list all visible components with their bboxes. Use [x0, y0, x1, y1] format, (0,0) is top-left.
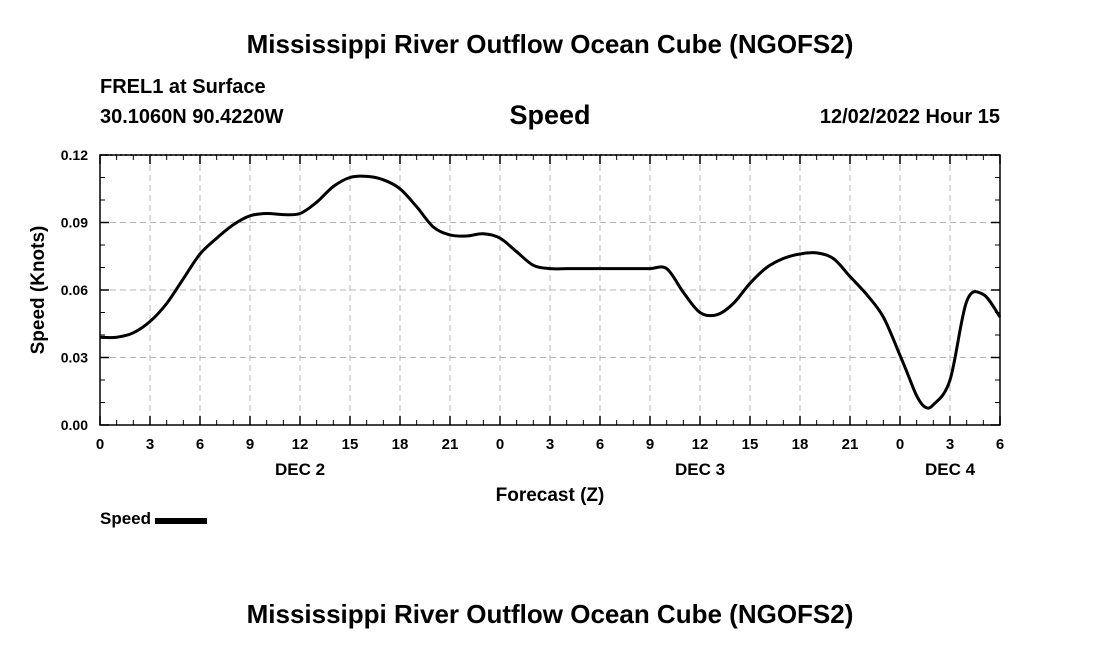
x-tick-label: 21 — [842, 436, 859, 453]
x-tick-label: 18 — [392, 436, 409, 453]
x-tick-label: 12 — [692, 436, 709, 453]
x-tick-label: 0 — [96, 436, 104, 453]
chart-title: Speed — [509, 100, 591, 130]
x-tick-label: 9 — [646, 436, 654, 453]
grid-lines — [100, 155, 1000, 425]
x-tick-label: 15 — [742, 436, 759, 453]
x-tick-label: 6 — [596, 436, 604, 453]
x-axis-title: Forecast (Z) — [496, 485, 605, 506]
station-label: FREL1 at Surface — [100, 76, 266, 98]
x-tick-label: 6 — [196, 436, 204, 453]
x-tick-label: 12 — [292, 436, 309, 453]
data-layer — [99, 174, 1002, 410]
x-tick-label: 0 — [896, 436, 904, 453]
station-coordinates: 30.1060N 90.4220W — [100, 106, 284, 128]
x-tick-label: 9 — [246, 436, 254, 453]
legend-swatch — [155, 517, 208, 524]
y-tick-label: 0.12 — [61, 147, 88, 163]
day-label: DEC 2 — [275, 460, 325, 479]
x-tick-label: 3 — [146, 436, 154, 453]
x-tick-label: 15 — [342, 436, 359, 453]
y-tick-label: 0.06 — [61, 282, 88, 298]
y-axis-title: Speed (Knots) — [28, 226, 49, 355]
y-tick-label: 0.00 — [61, 417, 88, 433]
day-label: DEC 4 — [925, 460, 976, 479]
forecast-timestamp: 12/02/2022 Hour 15 — [819, 106, 1000, 128]
page-title: Mississippi River Outflow Ocean Cube (NG… — [246, 29, 854, 59]
axis-ticks — [99, 154, 1001, 426]
series-line-speed — [99, 174, 1002, 410]
x-tick-label: 18 — [792, 436, 809, 453]
y-tick-label: 0.09 — [61, 215, 88, 231]
footer-title: Mississippi River Outflow Ocean Cube (NG… — [246, 599, 854, 629]
axis-labels: 0 3 6 9 12 15 18 21 0 3 6 9 12 15 18 21 0 3 6 0.00 0.03 0.06 0… — [28, 147, 1004, 506]
x-tick-label: 21 — [442, 436, 459, 453]
legend-label: Speed — [100, 509, 152, 528]
x-tick-label: 3 — [946, 436, 954, 453]
x-tick-label: 0 — [496, 436, 504, 453]
x-tick-label: 6 — [996, 436, 1004, 453]
day-label: DEC 3 — [675, 460, 725, 479]
legend: Speed — [100, 509, 208, 529]
x-tick-label: 3 — [546, 436, 554, 453]
y-tick-label: 0.03 — [61, 350, 88, 366]
